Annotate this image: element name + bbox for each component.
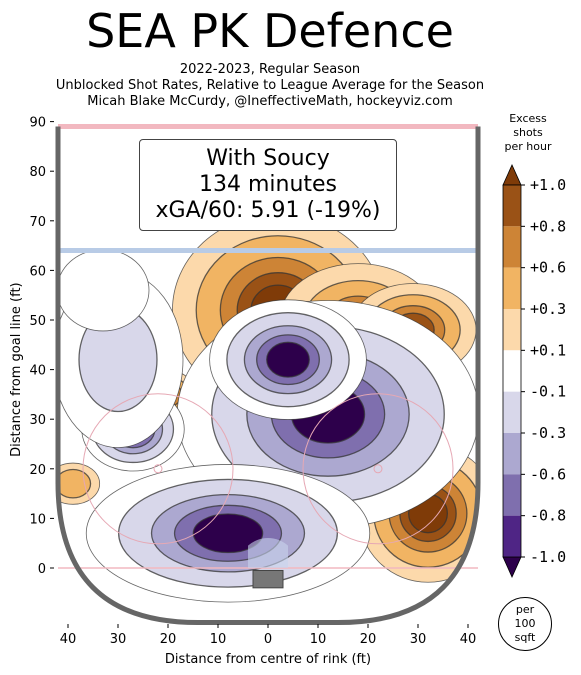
- colorbar-tick-label: -0.8: [530, 507, 566, 525]
- colorbar-tick-label: -0.3: [530, 424, 566, 442]
- contour-blob: [58, 249, 150, 332]
- x-tick-label: 20: [160, 632, 177, 647]
- colorbar-tick-label: +0.8: [530, 217, 566, 235]
- goal-net: [252, 569, 284, 589]
- colorbar-tick-label: -0.6: [530, 465, 566, 483]
- colorbar-title-line: per hour: [504, 140, 552, 153]
- rink-boards: [55, 126, 481, 626]
- contour-level: [192, 513, 264, 554]
- contour-level: [58, 468, 92, 499]
- faceoff-dot-right: [373, 464, 383, 474]
- colorbar-tick-label: -1.0: [530, 548, 566, 566]
- unit-label-line: sqft: [514, 631, 536, 644]
- x-tick-label: 10: [310, 632, 327, 647]
- contour-blob: [209, 299, 367, 420]
- colorbar-segment: [503, 515, 521, 557]
- colorbar-top-extension: [502, 164, 522, 186]
- contour-level: [58, 249, 150, 332]
- x-axis-label: Distance from centre of rink (ft): [165, 652, 371, 667]
- colorbar-title-line: shots: [513, 126, 543, 139]
- colorbar-segment: [503, 391, 521, 433]
- faceoff-circle-left: [82, 393, 234, 545]
- info-box-line-2: 134 minutes: [198, 172, 338, 197]
- x-tick-label: 30: [110, 632, 127, 647]
- colorbar-title: Excess shots per hour: [500, 112, 556, 154]
- contour-level: [266, 341, 310, 378]
- subtitle-line-2: Unblocked Shot Rates, Relative to League…: [55, 78, 485, 93]
- y-tick-label: 40: [29, 364, 46, 379]
- x-tick-label: 30: [410, 632, 427, 647]
- unit-label-line: per: [515, 603, 535, 616]
- colorbar-tick-label: -0.1: [530, 383, 566, 401]
- rink-markings: [55, 124, 481, 626]
- x-tick-label: 40: [460, 632, 477, 647]
- subtitle-line-3: Micah Blake McCurdy, @IneffectiveMath, h…: [87, 94, 453, 109]
- colorbar-segment: [503, 185, 521, 227]
- colorbar-segment: [503, 267, 521, 309]
- x-tick-label: 10: [210, 632, 227, 647]
- colorbar-segment: [503, 474, 521, 516]
- colorbar-segment: [503, 226, 521, 268]
- colorbar-tick-label: +0.6: [530, 259, 566, 277]
- colorbar-tick-label: +1.0: [530, 176, 566, 194]
- y-tick-label: 90: [29, 116, 46, 131]
- y-tick-label: 60: [29, 264, 46, 279]
- chart-title: SEA PK Defence: [86, 4, 454, 58]
- colorbar-frame: [502, 184, 522, 558]
- goal-crease: [248, 538, 288, 568]
- info-box-line-3: xGA/60: 5.91 (-19%): [155, 198, 381, 223]
- colorbar-bottom-extension: [502, 556, 522, 578]
- info-box: With Soucy 134 minutes xGA/60: 5.91 (-19…: [139, 139, 397, 231]
- subtitle-line-1: 2022-2023, Regular Season: [179, 62, 361, 77]
- contour-blob: [58, 462, 101, 505]
- unit-label-line: 100: [514, 617, 536, 630]
- x-tick-label: 0: [264, 632, 272, 647]
- y-tick-label: 0: [38, 562, 46, 577]
- colorbar-segment: [503, 350, 521, 392]
- y-tick-label: 20: [29, 463, 46, 478]
- unit-label: per 100 sqft: [498, 597, 552, 651]
- colorbar-tick-label: +0.1: [530, 341, 566, 359]
- colorbar-tick-label: +0.3: [530, 300, 566, 318]
- y-tick-label: 10: [29, 512, 46, 527]
- colorbar-segment: [503, 309, 521, 351]
- colorbar-segment: [503, 433, 521, 475]
- axes: 0 10 20 30 40 50 60 70 80 90 40 30 20 10 0 10 20 30 40 Dist…: [9, 116, 476, 667]
- contour-blob: [85, 464, 371, 603]
- y-axis-label: Distance from goal line (ft): [9, 282, 24, 456]
- y-tick-label: 50: [29, 314, 46, 329]
- faceoff-circle-right: [302, 393, 454, 545]
- colorbar-title-line: Excess: [509, 112, 547, 125]
- y-tick-label: 30: [29, 413, 46, 428]
- x-tick-label: 40: [60, 632, 77, 647]
- colorbar: +1.0 +0.8 +0.6 +0.3 +0.1 -0.1 -0.3 -0.6 -0.8 -1.0: [502, 164, 566, 578]
- y-tick-label: 80: [29, 165, 46, 180]
- info-box-line-1: With Soucy: [206, 146, 330, 171]
- faceoff-dot-left: [153, 464, 163, 474]
- x-tick-label: 20: [360, 632, 377, 647]
- y-tick-label: 70: [29, 215, 46, 230]
